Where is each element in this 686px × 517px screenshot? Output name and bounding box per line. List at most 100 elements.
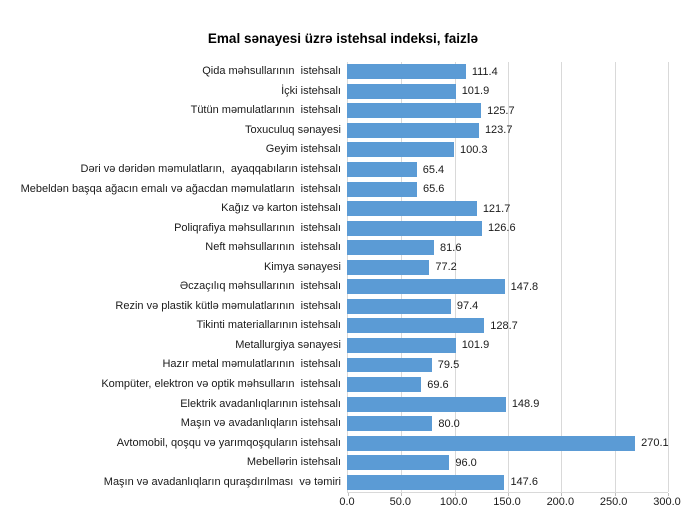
value-label: 121.7	[482, 202, 511, 215]
x-tick-label: 300.0	[653, 496, 681, 508]
gridline	[508, 62, 509, 492]
bar-row: Avtomobil, qoşqu və yarımqoşquların iste…	[0, 433, 686, 453]
value-label: 97.4	[456, 300, 479, 313]
category-label: Tikinti materiallarının istehsalı	[196, 319, 341, 332]
bar	[347, 435, 636, 451]
bar-track: 101.9	[347, 336, 667, 356]
axis-tick	[614, 493, 616, 496]
category-label: Kağız və karton istehsalı	[221, 202, 341, 215]
category-label: Toxuculuq sənayesi	[244, 123, 341, 136]
axis-tick	[401, 493, 403, 496]
bar-track: 65.4	[347, 160, 667, 180]
x-tick-label: 150.0	[493, 496, 521, 508]
bar-row: İçki istehsalı 101.9	[0, 82, 686, 102]
value-label: 80.0	[438, 417, 460, 430]
category-label: Rezin və plastik kütlə məmulatlarının is…	[115, 299, 341, 312]
bar-row: Geyim istehsalı 100.3	[0, 140, 686, 160]
value-label: 147.8	[510, 280, 539, 293]
bar	[347, 337, 456, 353]
gridline	[614, 62, 616, 492]
bar	[347, 377, 422, 392]
bar-row: Mebeldən başqa ağacın emalı və ağacdan m…	[0, 179, 686, 199]
category-label: Qida məhsullarının istehsalı	[202, 65, 341, 78]
x-tick-label: 250.0	[599, 496, 628, 508]
bar-track: 126.6	[347, 218, 667, 238]
category-label: Avtomobil, qoşqu və yarımqoşquların iste…	[116, 436, 341, 449]
category-label: Hazır metal məmulatlarının istehsalı	[162, 358, 341, 371]
category-label: Dəri və dəridən məmulatların, ayaqqabıla…	[80, 163, 341, 175]
category-label: Mebellərin istehsalı	[246, 456, 341, 469]
axis-tick	[348, 493, 349, 496]
bar	[347, 318, 485, 334]
category-label: Maşın və avadanlıqların quraşdırılması v…	[103, 475, 341, 488]
value-label: 148.9	[511, 398, 540, 411]
bar	[347, 357, 432, 373]
bar-row: Toxuculuq sənayesi 123.7	[0, 121, 686, 141]
value-label: 81.6	[440, 241, 462, 254]
bar-track: 147.6	[347, 472, 667, 492]
bar-track: 125.7	[347, 101, 667, 121]
bar-track: 148.9	[347, 394, 667, 414]
bar	[347, 240, 435, 256]
value-label: 100.3	[459, 143, 488, 156]
category-label: Geyim istehsalı	[265, 143, 341, 156]
bar-row: Tikinti materiallarının istehsalı 128.7	[0, 316, 686, 336]
value-label: 128.7	[490, 319, 518, 332]
bar	[347, 396, 506, 412]
bar-row: Qida məhsullarının istehsalı 111.4	[0, 62, 686, 82]
bar-row: Neft məhsullarının istehsalı 81.6	[0, 238, 686, 258]
bar-track: 96.0	[347, 453, 667, 473]
bar-track: 111.4	[347, 62, 667, 82]
bar-track: 128.7	[347, 316, 667, 336]
category-label: Kompüter, elektron və optik məhsulların …	[101, 378, 341, 391]
value-label: 270.1	[641, 437, 669, 450]
bar-track: 123.7	[347, 121, 667, 141]
bar	[347, 181, 417, 197]
bar	[347, 162, 417, 177]
axis-tick	[561, 493, 563, 496]
gridline	[561, 62, 563, 492]
bar-row: Poliqrafiya məhsullarının istehsalı 126.…	[0, 218, 686, 238]
bar-track: 80.0	[347, 414, 667, 434]
value-label: 65.4	[422, 163, 445, 176]
bar-row: Mebellərin istehsalı 96.0	[0, 453, 686, 473]
bar	[347, 103, 482, 119]
value-label: 101.9	[461, 85, 490, 98]
value-label: 126.6	[488, 222, 516, 235]
category-label: İçki istehsalı	[281, 84, 341, 97]
x-axis-labels: 0.0 50.0 100.0 150.0 200.0 250.0 300.0	[339, 496, 680, 510]
bar	[347, 474, 505, 490]
value-label: 123.7	[484, 124, 513, 137]
x-tick-label: 100.0	[439, 496, 468, 508]
bar	[347, 64, 466, 80]
x-tick-label: 50.0	[389, 496, 412, 508]
value-label: 147.6	[510, 476, 538, 489]
x-tick-label: 200.0	[546, 496, 575, 508]
bar-row: Kompüter, elektron və optik məhsulların …	[0, 375, 686, 395]
bar-track: 69.6	[347, 375, 667, 395]
bar-row: Maşın və avadanlıqların quraşdırılması v…	[0, 472, 686, 492]
value-label: 125.7	[487, 104, 515, 117]
value-label: 101.9	[461, 339, 490, 352]
bar-track: 81.6	[347, 238, 667, 258]
plot-grid	[347, 62, 669, 496]
gridline	[668, 62, 669, 492]
bar-row: Kağız və karton istehsalı 121.7	[0, 199, 686, 219]
bar-row: Əczaçılıq məhsullarının istehsalı 147.8	[0, 277, 686, 297]
category-label: Neft məhsullarının istehsalı	[205, 241, 341, 254]
category-label: Metallurgiya sənayesi	[235, 338, 341, 351]
bar	[347, 201, 477, 217]
bar-rows: Qida məhsullarının istehsalı 111.4 İçki …	[0, 62, 686, 492]
category-label: Tütün məmulatlarının istehsalı	[190, 104, 341, 117]
bar-track: 121.7	[347, 199, 667, 219]
value-label: 79.5	[437, 358, 460, 371]
bar-track: 100.3	[347, 140, 667, 160]
bar-row: Elektrik avadanlıqlarının istehsalı 148.…	[0, 394, 686, 414]
bar	[347, 122, 479, 138]
category-label: Maşın və avadanlıqların istehsalı	[180, 417, 341, 430]
bar-row: Tütün məmulatlarının istehsalı 125.7	[0, 101, 686, 121]
gridline	[401, 62, 403, 492]
bar-track: 65.6	[347, 179, 667, 199]
chart-title: Emal sənayesi üzrə istehsal indeksi, fai…	[207, 31, 479, 46]
